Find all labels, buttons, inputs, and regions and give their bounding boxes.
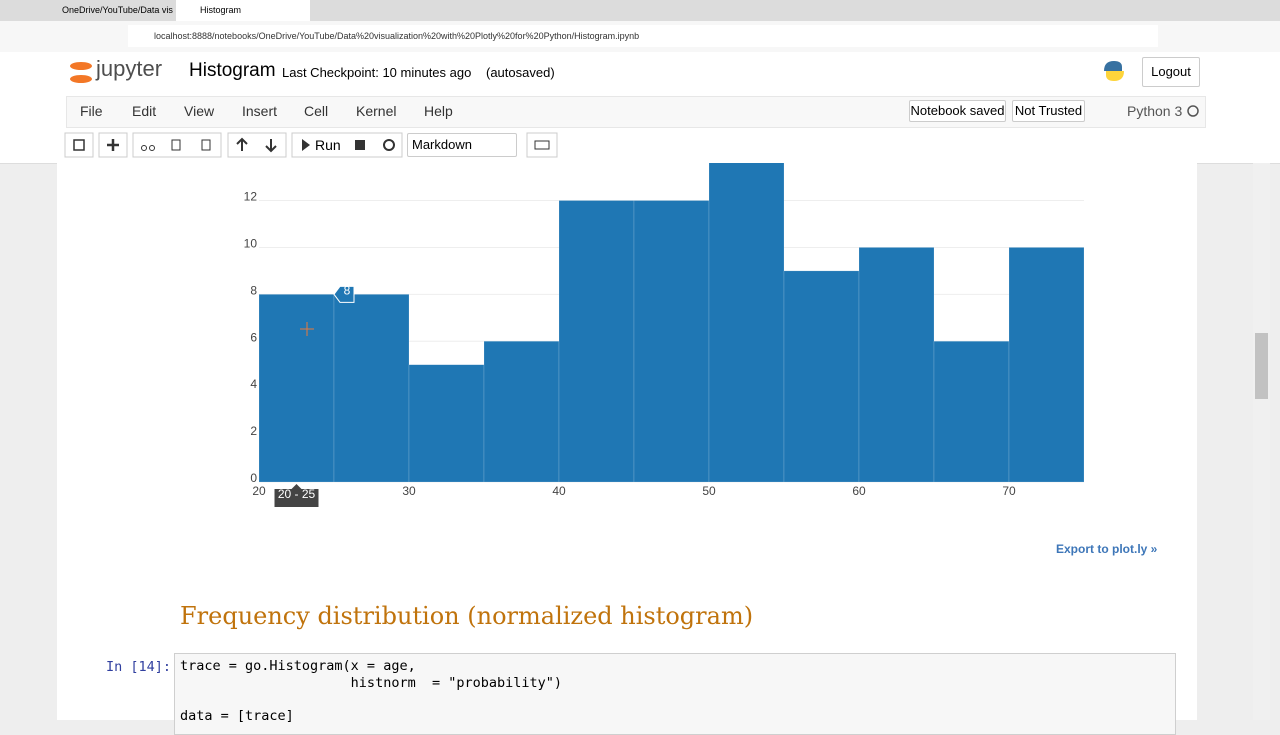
checkpoint: Last Checkpoint: 10 minutes ago xyxy=(282,65,472,80)
bar xyxy=(1008,247,1085,483)
histogram-chart: 0 2 4 6 8 10 12 20 30 40 50 60 70 8 20 - 25 xyxy=(244,163,1085,507)
logo[interactable]: jupyter xyxy=(96,56,163,81)
saved-indicator: Notebook saved xyxy=(909,100,1006,122)
x-tick-label: 40 xyxy=(552,484,566,498)
scrollbar xyxy=(1253,163,1270,720)
code-line: data = [trace] xyxy=(180,708,294,724)
y-tick-label: 10 xyxy=(244,236,258,250)
tab-bar: OneDrive/YouTube/Data vis Histogram xyxy=(0,0,1280,21)
bar xyxy=(858,247,935,483)
x-tick-label: 70 xyxy=(1002,484,1016,498)
cursor xyxy=(300,322,314,336)
trust-indicator[interactable]: Not Trusted xyxy=(1012,100,1085,122)
kernel-name: Python 3 xyxy=(1127,103,1183,119)
y-tick-label: 6 xyxy=(250,330,257,344)
menu-item[interactable]: Kernel xyxy=(356,103,397,119)
logo-icon xyxy=(70,62,92,83)
bar xyxy=(408,364,485,483)
menu-item[interactable]: Cell xyxy=(304,103,329,119)
cell-prompt: In [14]: xyxy=(106,659,172,675)
x-tick-label: 30 xyxy=(402,484,416,498)
python-logo xyxy=(1104,61,1124,81)
y-tick-label: 8 xyxy=(250,283,257,297)
y-tick-label: 12 xyxy=(244,190,258,204)
menu-item[interactable]: Insert xyxy=(242,103,278,119)
hover-value: 8 xyxy=(344,283,351,297)
scroll-thumb[interactable] xyxy=(1255,333,1268,399)
bar xyxy=(333,294,410,483)
hover-box xyxy=(274,484,319,507)
url[interactable]: localhost:8888/notebooks/OneDrive/YouTub… xyxy=(128,25,1158,47)
menu-item[interactable]: Help xyxy=(424,103,453,119)
hover-box xyxy=(333,285,355,303)
bar xyxy=(708,163,785,483)
bar xyxy=(933,341,1010,483)
bar xyxy=(483,341,560,483)
run-label[interactable]: Run xyxy=(315,137,341,153)
markdown-heading: Frequency distribution (normalized histo… xyxy=(180,602,754,630)
code-line: histnorm = "probability") xyxy=(180,675,563,691)
bar xyxy=(258,294,335,483)
notebook-name[interactable]: Histogram xyxy=(189,60,276,81)
autosave: (autosaved) xyxy=(486,65,555,80)
x-tick-label: 50 xyxy=(702,484,716,498)
bar xyxy=(633,200,710,483)
y-tick-label: 0 xyxy=(250,471,257,485)
bar xyxy=(783,270,860,483)
tab[interactable]: OneDrive/YouTube/Data vis xyxy=(62,5,173,15)
x-tick-label: 20 xyxy=(252,484,266,498)
cell-type-select[interactable]: Markdown xyxy=(407,133,517,157)
hover-range: 20 - 25 xyxy=(278,487,316,501)
address-bar: localhost:8888/notebooks/OneDrive/YouTub… xyxy=(0,21,1280,53)
y-tick-label: 2 xyxy=(250,424,257,438)
kernel-status xyxy=(1187,105,1199,117)
y-tick-label: 4 xyxy=(250,377,257,391)
code-line: trace = go.Histogram(x = age, xyxy=(180,658,416,674)
menu-item[interactable]: File xyxy=(80,103,103,119)
menu-item[interactable]: View xyxy=(184,103,215,119)
tab-active[interactable]: Histogram xyxy=(176,0,310,21)
jupyter-header: jupyter Histogram Last Checkpoint: 10 mi… xyxy=(0,52,1280,96)
x-tick-label: 60 xyxy=(852,484,866,498)
toolbar-icons xyxy=(64,132,558,158)
menu-item[interactable]: Edit xyxy=(132,103,157,119)
plot-area xyxy=(258,163,1085,483)
export-link[interactable]: Export to plot.ly » xyxy=(1056,542,1158,556)
logout-button[interactable]: Logout xyxy=(1142,57,1200,87)
menu-bar: File Edit View Insert Cell Kernel Help Noteboo… xyxy=(0,96,1280,164)
bar xyxy=(558,200,635,483)
